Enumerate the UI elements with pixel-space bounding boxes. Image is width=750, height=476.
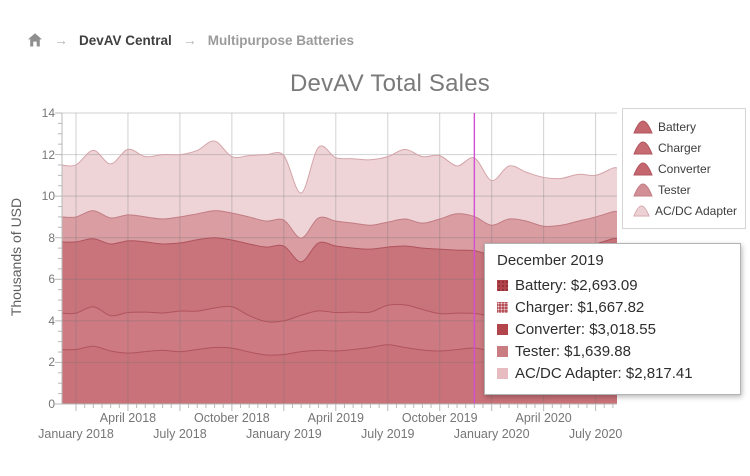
x-axis-tick-label: January 2018 (38, 427, 114, 441)
home-icon[interactable] (27, 32, 43, 48)
legend-area-marker-icon (633, 204, 650, 217)
x-axis-tick-label: April 2019 (307, 411, 364, 425)
series-area-ac-dc-adapter[interactable] (62, 140, 617, 239)
series-line-ac-dc-adapter (61, 140, 618, 194)
tooltip-row-charger: Charger: $1,667.82 (497, 296, 728, 318)
series-area-charger[interactable] (62, 304, 617, 356)
tooltip-row-ac-dc-adapter: AC/DC Adapter: $2,817.41 (497, 362, 728, 384)
y-axis-tick-label: 12 (41, 147, 55, 162)
breadcrumb-item-current: Multipurpose Batteries (207, 32, 355, 48)
tooltip-row-text: Charger: $1,667.82 (515, 298, 645, 316)
tooltip-row-text: Battery: $2,693.09 (515, 276, 638, 294)
y-axis-tick-label: 4 (48, 313, 55, 328)
legend-item-converter[interactable]: Converter (633, 158, 737, 179)
tooltip-row-text: AC/DC Adapter: $2,817.41 (515, 364, 693, 382)
chart-tooltip: December 2019 Battery: $2,693.09 Charger:… (484, 243, 741, 395)
y-axis-tick-label: 14 (41, 106, 55, 120)
legend-item-ac-dc-adapter[interactable]: AC/DC Adapter (633, 200, 737, 221)
tooltip-series-marker-icon (497, 301, 508, 313)
page-title: DevAV Total Sales (290, 70, 490, 97)
series-area-converter[interactable] (62, 237, 617, 323)
x-axis-tick-label: October 2018 (194, 411, 270, 425)
legend-area-marker-icon (633, 161, 653, 175)
tooltip-series-marker-icon (497, 323, 508, 335)
y-axis-tick-label: 6 (48, 272, 55, 287)
y-axis-tick-label: 8 (48, 230, 55, 245)
legend-area-marker-icon (633, 119, 653, 133)
x-axis-tick-label: July 2018 (153, 427, 207, 441)
y-axis-tick-label: 10 (41, 189, 55, 204)
tooltip-row-tester: Tester: $1,639.88 (497, 340, 728, 362)
legend-label: Charger (658, 140, 702, 155)
legend-area-marker-icon (633, 182, 653, 196)
chart-legend: Battery Charger Converter Tester AC/DC Adapt… (622, 108, 746, 229)
series-area-tester[interactable] (62, 210, 617, 262)
x-axis-tick-label: April 2020 (515, 411, 572, 425)
breadcrumb-arrow-icon: → (182, 32, 197, 48)
legend-item-charger[interactable]: Charger (633, 137, 737, 158)
tooltip-series-marker-icon (497, 367, 508, 379)
x-axis-tick-label: January 2019 (245, 427, 322, 441)
tooltip-row-converter: Converter: $3,018.55 (497, 318, 728, 340)
tooltip-row-text: Converter: $3,018.55 (515, 320, 656, 338)
series-area-battery[interactable] (62, 344, 617, 404)
x-axis-tick-label: October 2019 (401, 411, 478, 425)
legend-label: AC/DC Adapter (654, 203, 737, 218)
tooltip-series-marker-icon (497, 345, 508, 357)
tooltip-series-marker-icon (497, 279, 508, 291)
legend-item-battery[interactable]: Battery (633, 116, 737, 137)
y-axis-tick-label: 0 (48, 397, 55, 411)
tooltip-row-text: Tester: $1,639.88 (515, 342, 631, 360)
legend-label: Converter (658, 161, 711, 176)
legend-area-marker-icon (633, 140, 653, 154)
y-axis-tick-label: 2 (48, 355, 55, 370)
axes (55, 112, 617, 411)
tooltip-row-battery: Battery: $2,693.09 (497, 274, 728, 296)
tooltip-title: December 2019 (497, 252, 604, 269)
x-axis-tick-label: April 2018 (99, 411, 157, 425)
breadcrumb-arrow-icon: → (54, 32, 68, 48)
legend-label: Battery (658, 119, 697, 134)
legend-item-tester[interactable]: Tester (633, 179, 737, 200)
legend-label: Tester (658, 182, 691, 197)
x-axis-tick-label: July 2020 (568, 427, 623, 441)
breadcrumb-item-devav-central[interactable]: DevAV Central (79, 32, 172, 48)
x-axis-tick-label: January 2020 (453, 427, 530, 441)
breadcrumb: → DevAV Central → Multipurpose Batteries (27, 32, 354, 48)
series-line-tester (61, 210, 618, 239)
x-axis-tick-label: July 2019 (360, 427, 415, 441)
